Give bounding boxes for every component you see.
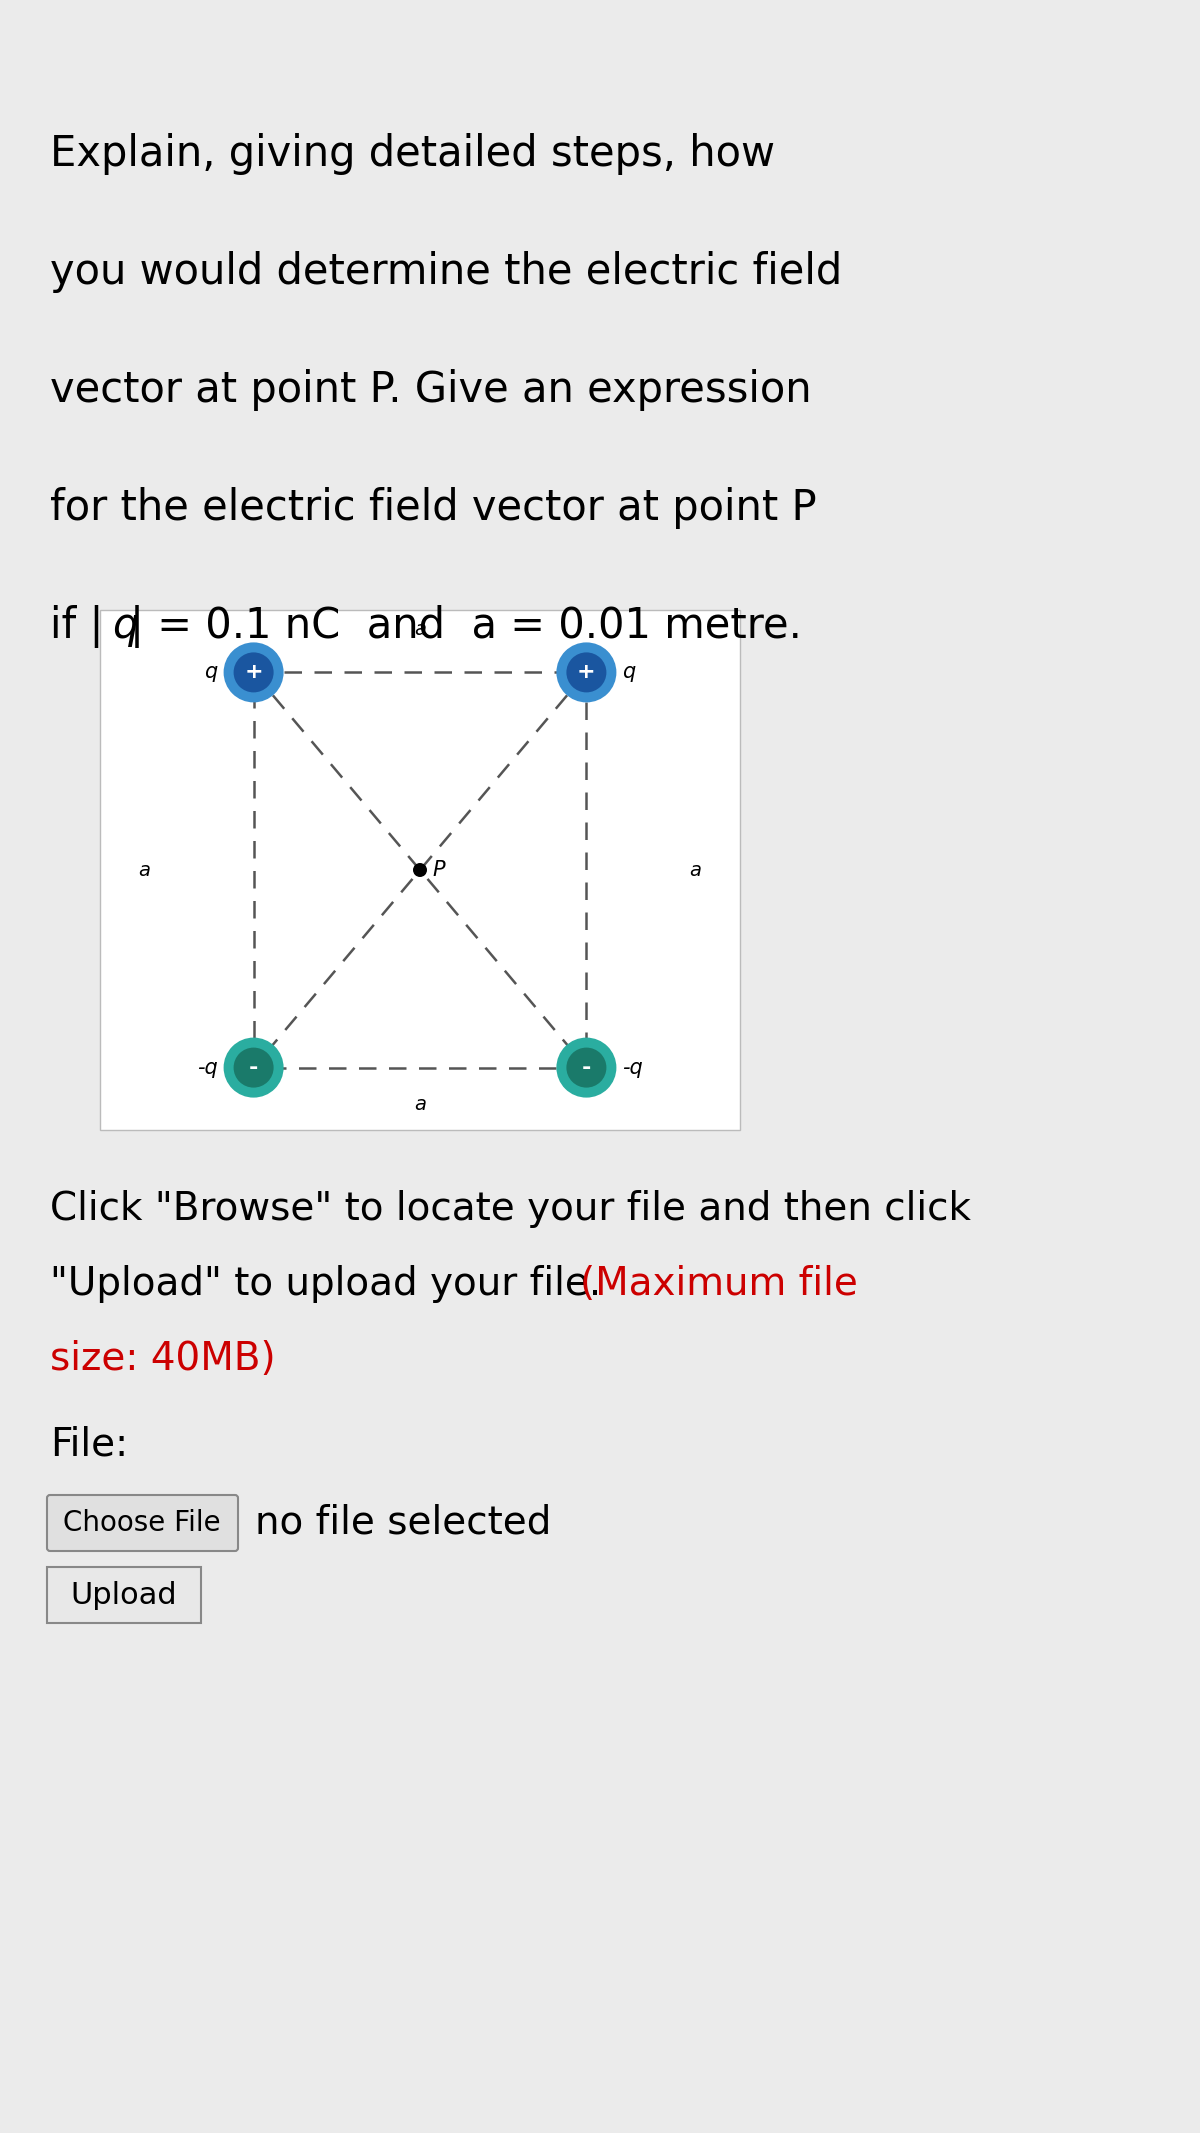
Ellipse shape: [223, 1037, 283, 1098]
FancyBboxPatch shape: [47, 1495, 238, 1551]
Ellipse shape: [234, 1047, 274, 1088]
Text: q: q: [204, 663, 217, 683]
Text: a: a: [690, 860, 702, 879]
Text: (Maximum file: (Maximum file: [580, 1265, 858, 1303]
Ellipse shape: [566, 653, 606, 693]
Ellipse shape: [223, 642, 283, 702]
Text: File:: File:: [50, 1425, 128, 1463]
Ellipse shape: [557, 642, 617, 702]
Text: for the electric field vector at point P: for the electric field vector at point P: [50, 486, 817, 529]
Text: q: q: [623, 663, 636, 683]
Text: vector at point P. Give an expression: vector at point P. Give an expression: [50, 369, 811, 412]
Text: size: 40MB): size: 40MB): [50, 1340, 276, 1378]
Text: you would determine the electric field: you would determine the electric field: [50, 252, 842, 292]
Text: Choose File: Choose File: [64, 1508, 221, 1538]
Text: -q: -q: [197, 1058, 217, 1077]
Text: "Upload" to upload your file.: "Upload" to upload your file.: [50, 1265, 613, 1303]
Text: -: -: [248, 1058, 258, 1077]
FancyBboxPatch shape: [100, 610, 740, 1130]
Text: a: a: [414, 621, 426, 640]
FancyBboxPatch shape: [47, 1568, 202, 1623]
Text: +: +: [577, 663, 595, 683]
Ellipse shape: [234, 653, 274, 693]
Text: a: a: [138, 860, 150, 879]
Text: if |: if |: [50, 606, 103, 648]
Text: a: a: [414, 1096, 426, 1113]
Text: | = 0.1 nC  and  a = 0.01 metre.: | = 0.1 nC and a = 0.01 metre.: [130, 606, 802, 648]
Text: Upload: Upload: [71, 1581, 178, 1610]
Text: Click "Browse" to locate your file and then click: Click "Browse" to locate your file and t…: [50, 1190, 971, 1229]
Text: no file selected: no file selected: [256, 1504, 551, 1542]
Ellipse shape: [413, 864, 427, 877]
Text: P: P: [432, 860, 445, 881]
Text: -q: -q: [623, 1058, 643, 1077]
Text: q: q: [112, 606, 138, 646]
Text: Explain, giving detailed steps, how: Explain, giving detailed steps, how: [50, 132, 775, 175]
Text: +: +: [245, 663, 263, 683]
Ellipse shape: [566, 1047, 606, 1088]
Text: -: -: [582, 1058, 592, 1077]
Ellipse shape: [557, 1037, 617, 1098]
